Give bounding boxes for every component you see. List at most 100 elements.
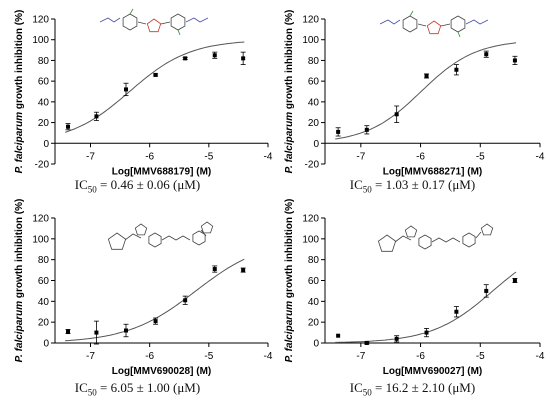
y-tick-label: -20 [305, 160, 320, 171]
x-tick-label: -5 [204, 351, 213, 362]
y-tick-label: 100 [302, 234, 319, 245]
data-point [364, 127, 369, 132]
data-point [424, 73, 429, 78]
y-axis-label: P. falciparum growth inhibition (%) [284, 199, 295, 363]
y-tick-label: 60 [38, 276, 50, 287]
data-point [94, 114, 99, 119]
ic50-label-4: IC50 = 16.2 ± 2.10 (μM) [349, 380, 476, 398]
y-tick-label: 0 [313, 339, 319, 350]
data-point [512, 278, 517, 283]
data-point [94, 330, 99, 335]
x-axis-label: Log[MMV690028] (M) [112, 366, 211, 377]
molecule-bond [124, 233, 142, 241]
data-point [241, 268, 246, 273]
molecule-ring [170, 13, 186, 31]
molecule-bond [160, 21, 171, 25]
molecule-bond [99, 17, 121, 23]
molecule-ring [134, 223, 148, 236]
data-point [241, 56, 246, 61]
x-tick-label: -4 [264, 351, 273, 362]
data-point [66, 329, 71, 334]
data-point [454, 67, 459, 72]
y-tick-label: 100 [32, 234, 49, 245]
y-tick-label: 80 [38, 56, 50, 67]
y-tick-label: 20 [38, 318, 50, 329]
data-point [336, 333, 341, 338]
ic50-label-1: IC50 = 0.46 ± 0.06 (μM) [74, 177, 201, 195]
molecule-ring [418, 234, 432, 250]
x-tick-label: -5 [204, 151, 213, 162]
molecule-bond [465, 19, 489, 25]
x-axis-label: Log[MMV690027] (M) [383, 366, 482, 377]
y-tick-label: 40 [38, 97, 50, 108]
molecule-ring [404, 225, 418, 238]
data-point [212, 267, 217, 272]
data-point [364, 341, 369, 345]
y-tick-label: 20 [308, 118, 320, 129]
data-point [153, 72, 158, 77]
fit-curve [64, 41, 245, 133]
data-point [153, 319, 158, 324]
y-tick-label: 40 [38, 297, 50, 308]
y-tick-label: -20 [35, 160, 50, 171]
x-axis-label: Log[MMV688271] (M) [383, 166, 482, 177]
chart-panel-1: -20 0 20 40 60 80 100 120 -7 -6 -5 -4 Log[MMV688179]… [14, 8, 273, 177]
molecule-structure [377, 223, 494, 252]
y-tick-label: 0 [43, 339, 49, 350]
x-tick-label: -6 [145, 151, 154, 162]
y-tick-label: 60 [308, 77, 320, 88]
y-tick-label: 120 [32, 15, 49, 26]
molecule-bond [440, 23, 451, 27]
x-tick-label: -7 [356, 151, 365, 162]
y-tick-label: 80 [38, 255, 50, 266]
ic50-label-2: IC50 = 1.03 ± 0.17 (μM) [349, 177, 476, 195]
fit-curve [65, 258, 245, 342]
molecule-bond [379, 19, 401, 25]
x-tick-label: -4 [536, 351, 545, 362]
y-tick-label: 100 [302, 35, 319, 46]
chart-panel-4: 0 20 40 60 80 100 120 -7 -6 -5 -4 Log[MMV690027] (M… [284, 199, 545, 377]
molecule-bond [200, 229, 207, 237]
data-point [512, 58, 517, 63]
molecule-ring [122, 13, 138, 31]
data-point [394, 336, 399, 341]
data-point [124, 328, 128, 333]
y-tick-label: 80 [308, 56, 320, 67]
data-point [454, 309, 459, 314]
molecule-bond [137, 21, 147, 25]
fit-curve [335, 42, 517, 140]
chart-panel-3: 0 20 40 60 80 100 120 -7 -6 -5 -4 Log[MMV690028] (M… [14, 199, 273, 377]
y-tick-label: 20 [308, 318, 320, 329]
molecule-ring [426, 20, 442, 35]
molecule-ring [146, 18, 162, 33]
y-tick-label: 120 [302, 214, 319, 225]
y-axis-label: P. falciparum growth inhibition (%) [14, 10, 25, 174]
x-tick-label: -4 [264, 151, 273, 162]
data-point [336, 129, 341, 134]
y-tick-label: 100 [32, 35, 49, 46]
data-point [124, 87, 128, 92]
x-tick-label: -7 [86, 151, 95, 162]
molecule-ring [480, 223, 494, 236]
y-tick-label: 0 [43, 139, 49, 150]
molecule-bond [185, 17, 209, 23]
molecule-bond [394, 235, 412, 243]
data-point [424, 330, 429, 335]
data-point [66, 124, 71, 129]
molecule-ring [148, 232, 162, 248]
molecule-bond [431, 237, 461, 243]
data-point [183, 298, 188, 303]
molecule-ring [107, 232, 127, 250]
x-tick-label: -6 [145, 351, 154, 362]
molecule-structure [107, 221, 214, 250]
ic50-label-3: IC50 = 6.05 ± 1.00 (μM) [74, 380, 201, 398]
y-tick-label: 40 [308, 97, 320, 108]
y-axis-label: P. falciparum growth inhibition (%) [284, 10, 295, 174]
molecule-ring [377, 234, 397, 252]
y-tick-label: 0 [313, 139, 319, 150]
molecule-structure [379, 10, 489, 38]
molecule-ring [450, 15, 466, 33]
x-tick-label: -7 [356, 351, 365, 362]
x-tick-label: -6 [416, 151, 425, 162]
